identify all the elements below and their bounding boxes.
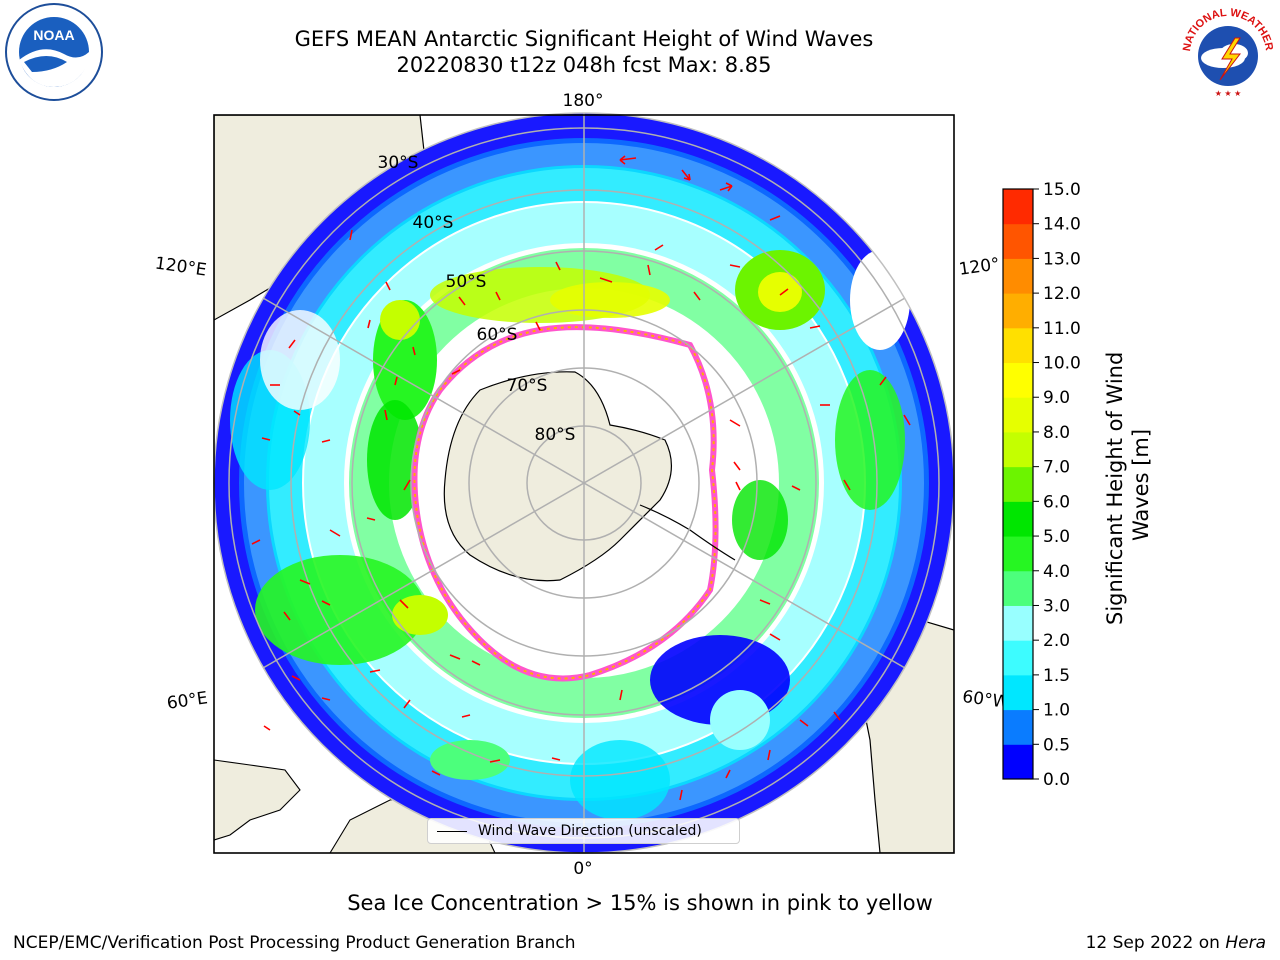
colorbar-tick-label: 15.0 [1043, 180, 1081, 200]
colorbar-tick-label: 1.5 [1043, 666, 1070, 686]
colorbar-tick-label: 2.0 [1043, 631, 1070, 651]
colorbar-tick-label: 13.0 [1043, 249, 1081, 269]
colorbar-tick-label: 1.0 [1043, 701, 1070, 721]
lon-label-0: 0° [573, 859, 592, 879]
lon-label-180: 180° [563, 91, 604, 111]
wind-wave-arrows [251, 155, 911, 801]
noaa-logo-icon: NOAA [5, 3, 103, 101]
antarctic-peninsula [639, 504, 736, 561]
colorbar-tick-label: 3.0 [1043, 596, 1070, 616]
colorbar-swatch [1003, 189, 1033, 225]
colorbar-tick-label: 12.0 [1043, 284, 1081, 304]
colorbar-swatch [1003, 744, 1033, 780]
antarctica [411, 324, 736, 682]
colorbar-swatch [1003, 674, 1033, 711]
nws-logo-icon: NATIONAL WEATHER SERVICE ★ ★ ★ [1178, 4, 1275, 100]
colorbar-tick-label: 4.0 [1043, 562, 1070, 582]
lon-label-120w: 120° [958, 254, 1001, 280]
colorbar-swatch [1003, 431, 1033, 468]
colorbar-swatch [1003, 258, 1033, 294]
land-africa [214, 759, 301, 841]
legend-text: Wind Wave Direction (unscaled) [478, 823, 702, 839]
map-frame [213, 114, 955, 854]
producer-credit: NCEP/EMC/Verification Post Processing Pr… [13, 933, 576, 953]
colorbar-tick-label: 10.0 [1043, 354, 1081, 374]
colorbar-tick-label: 0.0 [1043, 770, 1070, 790]
colorbar-tick-label: 5.0 [1043, 527, 1070, 547]
lat-label-80s: 80°S [535, 425, 576, 445]
colorbar-swatch [1003, 362, 1033, 398]
colorbar-tick-label: 8.0 [1043, 423, 1070, 443]
colorbar-label-line1: Significant Height of Wind [1103, 352, 1127, 625]
colorbar-tick-label: 6.0 [1043, 492, 1070, 512]
colorbar-swatch [1003, 293, 1033, 329]
lat-label-50s: 50°S [446, 272, 487, 292]
antarctic-continent [443, 371, 673, 582]
colorbar-tick-label: 0.5 [1043, 735, 1070, 755]
sea-ice-edge-outer [413, 326, 717, 680]
lon-label-60e: 60°E [166, 688, 209, 713]
issue-date-text: 12 Sep 2022 on [1085, 933, 1220, 953]
chart-subtitle: 20220830 t12z 048h fcst Max: 8.85 [396, 53, 772, 77]
colorbar-swatch [1003, 501, 1033, 537]
colorbar-swatch [1003, 570, 1033, 606]
sea-ice-note: Sea Ice Concentration > 15% is shown in … [347, 891, 933, 915]
colorbar-label-line2: Waves [m] [1129, 429, 1153, 541]
colorbar-frame [1002, 188, 1034, 780]
colorbar: 0.0 0.5 1.0 1.5 2.0 3.0 4.0 5.0 6.0 7.0 8.0 9.0 10.0… [1002, 180, 1081, 790]
colorbar-swatch [1003, 466, 1033, 502]
lat-label-30s: 30°S [378, 153, 419, 173]
colorbar-swatch [1003, 605, 1033, 641]
colorbar-swatch [1003, 640, 1033, 676]
machine-name: Hera [1225, 933, 1266, 953]
colorbar-swatch [1003, 709, 1033, 745]
legend-line-swatch [437, 831, 467, 832]
colorbar-tick-label: 7.0 [1043, 458, 1070, 478]
svg-text:★ ★ ★: ★ ★ ★ [1215, 89, 1242, 98]
colorbar-swatch [1003, 397, 1033, 433]
colorbar-swatch [1003, 327, 1033, 364]
noaa-logo-text: NOAA [33, 27, 74, 43]
colorbar-swatch [1003, 223, 1033, 259]
colorbar-swatch [1003, 536, 1033, 572]
map-legend: Wind Wave Direction (unscaled) [427, 818, 740, 844]
lon-label-120e: 120°E [154, 254, 208, 281]
colorbar-tick-label: 9.0 [1043, 388, 1070, 408]
issue-date: 12 Sep 2022 on Hera [1086, 933, 1266, 953]
lat-label-60s: 60°S [477, 325, 518, 345]
chart-title: GEFS MEAN Antarctic Significant Height o… [294, 27, 874, 51]
colorbar-label: Significant Height of Wind Waves [m] [1103, 345, 1153, 625]
lat-label-40s: 40°S [413, 213, 454, 233]
lat-label-70s: 70°S [507, 376, 548, 396]
colorbar-tick-label: 14.0 [1043, 215, 1081, 235]
colorbar-tick-label: 11.0 [1043, 319, 1081, 339]
